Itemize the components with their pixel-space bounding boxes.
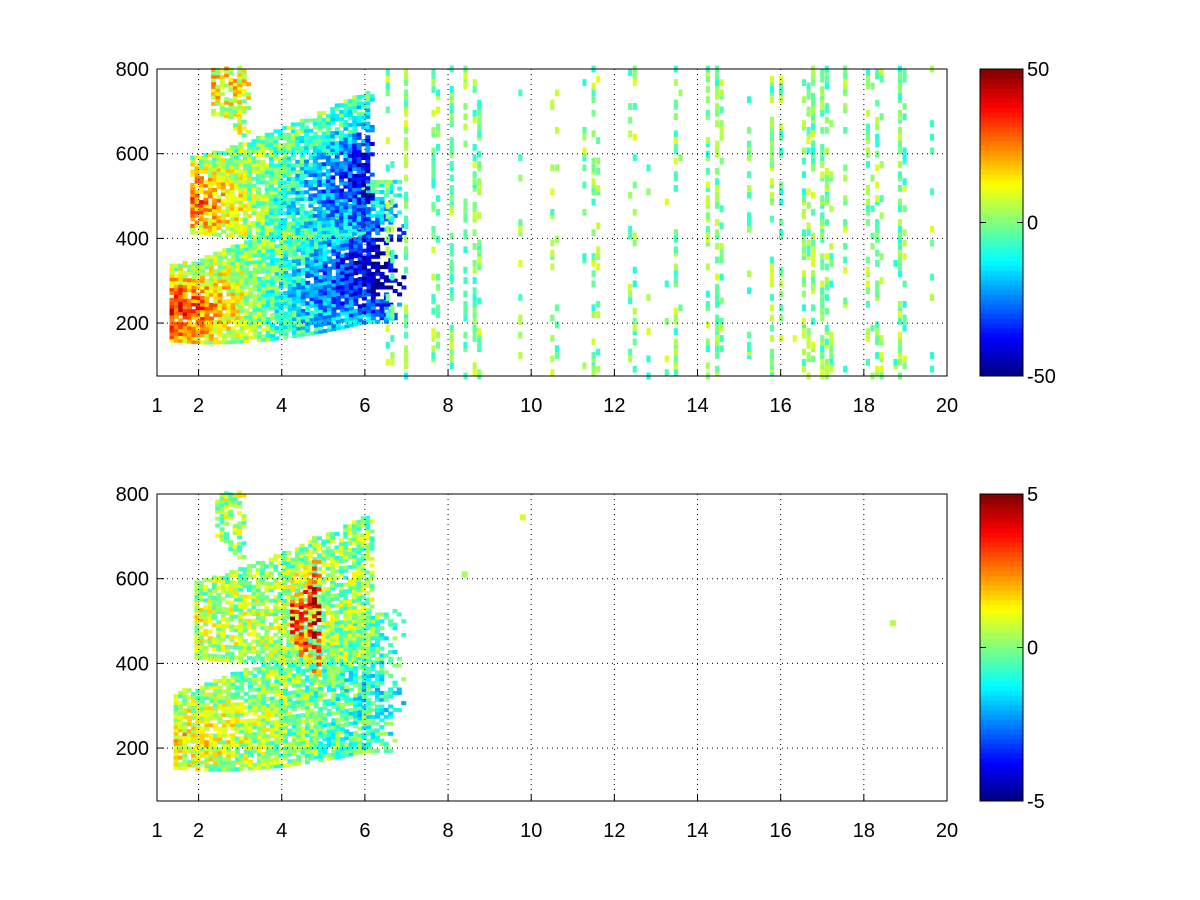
data-point	[889, 620, 896, 627]
data-point	[519, 514, 526, 521]
feature-top-blob	[211, 65, 252, 138]
y-tick-label: 200	[116, 738, 149, 760]
y-tick-label: 400	[116, 228, 149, 250]
colorbar-tick-label: -5	[1027, 791, 1045, 813]
x-tick-label: 16	[770, 395, 792, 417]
grid	[157, 494, 947, 801]
heatmap-cells	[169, 65, 935, 380]
noise-columns	[385, 65, 935, 380]
x-tick-label: 10	[520, 395, 542, 417]
axes-frame	[156, 68, 948, 377]
x-tick-label: 4	[276, 820, 287, 842]
grid	[157, 69, 947, 376]
colorbar: -50 0 50	[979, 59, 1056, 388]
x-tick-label: 2	[193, 820, 204, 842]
axes-frame	[156, 493, 948, 802]
x-tick-label: 20	[936, 395, 958, 417]
colorbar: -5 0 5	[979, 484, 1045, 813]
feature-hot-spot	[290, 535, 322, 677]
x-tick-label: 18	[853, 395, 875, 417]
x-tick-label: 8	[442, 395, 453, 417]
x-tick-label: 4	[276, 395, 287, 417]
x-tick-label: 16	[770, 820, 792, 842]
feature-lower-band	[169, 179, 407, 345]
x-tick-label: 6	[359, 820, 370, 842]
x-tick-label: 1	[151, 820, 162, 842]
feature-top-blob	[215, 490, 247, 560]
colorbar-tick-label: -50	[1027, 366, 1056, 388]
x-tick-label: 1	[151, 395, 162, 417]
x-tick-label: 14	[686, 395, 708, 417]
heatmap-cells	[173, 490, 896, 772]
colorbar-tick-label: 50	[1027, 59, 1049, 81]
y-tick-label: 800	[116, 59, 149, 81]
y-tick-label: 800	[116, 484, 149, 506]
feature-lower-band	[173, 609, 407, 772]
y-tick-label: 600	[116, 569, 149, 591]
x-tick-label: 8	[442, 820, 453, 842]
y-tick-label: 600	[116, 144, 149, 166]
x-tick-label: 18	[853, 820, 875, 842]
x-tick-label: 2	[193, 395, 204, 417]
colorbar-tick-label: 5	[1027, 484, 1038, 506]
y-tick-label: 200	[116, 313, 149, 335]
data-point	[461, 571, 468, 578]
x-tick-label: 14	[686, 820, 708, 842]
x-tick-label: 10	[520, 820, 542, 842]
colorbar-tick-label: 0	[1027, 638, 1038, 660]
feature-upper-band	[190, 90, 375, 240]
x-tick-label: 6	[359, 395, 370, 417]
y-tick-label: 400	[116, 653, 149, 675]
x-tick-label: 20	[936, 820, 958, 842]
x-tick-label: 12	[603, 395, 625, 417]
colorbar-tick-label: 0	[1027, 213, 1038, 235]
x-tick-label: 12	[603, 820, 625, 842]
